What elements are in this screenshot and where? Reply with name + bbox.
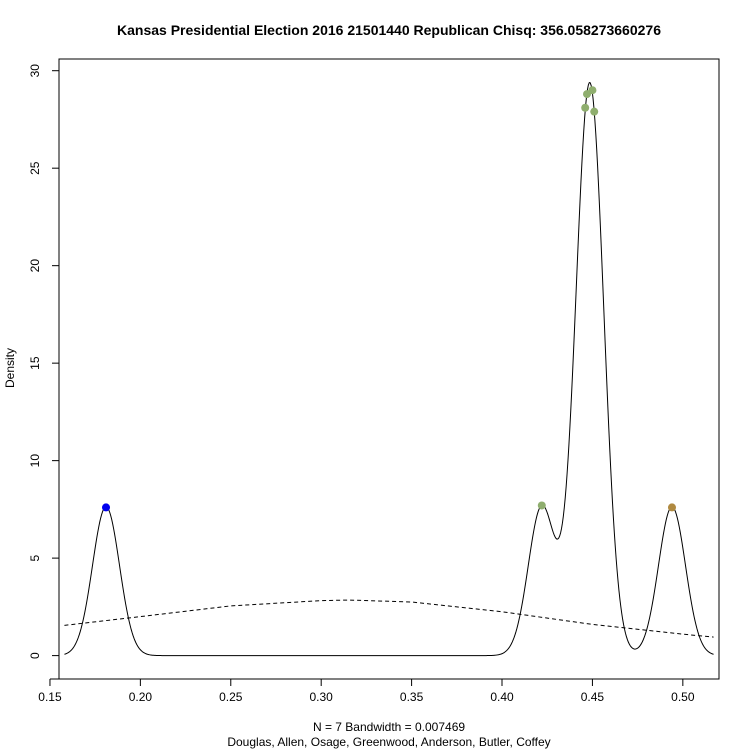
density-curve: [64, 82, 714, 657]
x-axis-label-stats: N = 7 Bandwidth = 0.007469: [313, 720, 465, 734]
data-point: [537, 501, 546, 510]
x-tick-label: 0.45: [581, 690, 605, 704]
data-point: [667, 503, 676, 512]
x-axis: 0.15 0.20 0.25 0.30 0.35 0.40 0.45 0.50: [38, 678, 695, 704]
data-point: [588, 86, 597, 95]
x-tick-label: 0.20: [129, 690, 153, 704]
data-point: [581, 103, 590, 112]
y-tick-label: 30: [28, 64, 42, 78]
x-tick-label: 0.15: [38, 690, 62, 704]
x-tick-label: 0.50: [671, 690, 695, 704]
y-tick-label: 10: [28, 454, 42, 468]
data-point: [590, 107, 599, 116]
x-tick-label: 0.25: [219, 690, 243, 704]
chart-title: Kansas Presidential Election 2016 215014…: [117, 22, 661, 38]
y-tick-label: 25: [28, 161, 42, 175]
y-tick-label: 20: [28, 259, 42, 273]
data-points: [102, 86, 676, 512]
x-axis-label-counties: Douglas, Allen, Osage, Greenwood, Anders…: [227, 735, 550, 749]
y-axis-label: Density: [3, 348, 17, 388]
data-point: [102, 503, 111, 512]
plot-area: [58, 58, 720, 680]
y-tick-label: 5: [28, 554, 42, 561]
x-tick-label: 0.40: [490, 690, 514, 704]
y-axis: 0 5 10 15 20 25 30: [28, 64, 60, 659]
x-tick-label: 0.30: [310, 690, 334, 704]
reference-curve-dashed: [64, 599, 714, 638]
y-tick-label: 0: [28, 652, 42, 659]
x-tick-label: 0.35: [400, 690, 424, 704]
y-tick-label: 15: [28, 356, 42, 370]
